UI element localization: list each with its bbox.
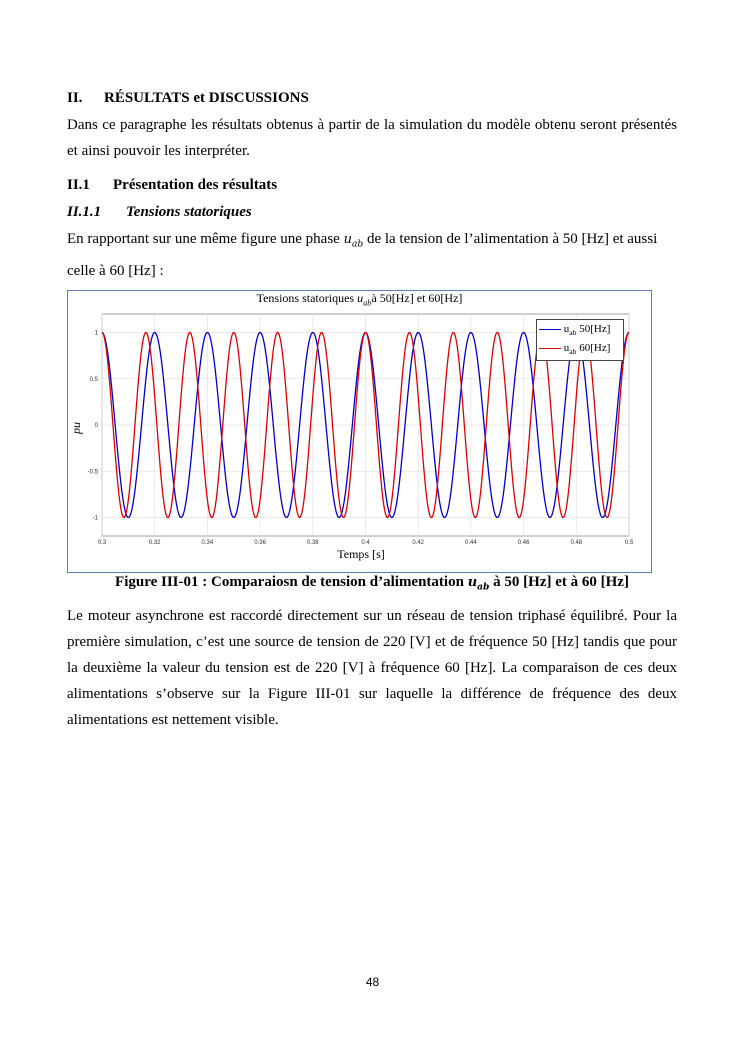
var: u (357, 291, 364, 305)
subscript: ab (351, 239, 364, 250)
x-tick-label: 0.5 (625, 540, 634, 546)
subsubsection-heading: II.1.1 Tensions statoriques (67, 204, 252, 221)
legend-swatch (539, 328, 561, 330)
subscript: ab (569, 328, 577, 338)
legend-swatch (539, 347, 561, 349)
legend-item-50hz: uab 50[Hz] (539, 322, 610, 338)
x-tick-label: 0.4 (361, 540, 370, 546)
subsection-heading: II.1 Présentation des résultats (67, 177, 277, 194)
x-tick-label: 0.38 (307, 540, 319, 546)
section-title: RÉSULTATS et DISCUSSIONS (104, 90, 309, 106)
legend-item-60hz: uab 60[Hz] (539, 341, 610, 357)
x-tick-label: 0.36 (254, 540, 266, 546)
var: u (563, 323, 570, 335)
text: de la tension de l’alimentation à 50 [Hz… (67, 231, 658, 279)
text: Tensions statoriques (256, 291, 358, 305)
math-var: uab (467, 575, 490, 593)
legend-label: 60[Hz] (579, 342, 611, 354)
y-tick-label: -0.5 (88, 469, 99, 475)
x-tick-label: 0.32 (149, 540, 161, 546)
x-tick-label: 0.42 (412, 540, 424, 546)
y-axis-label: pu (69, 422, 83, 434)
subscript: ab (363, 298, 372, 308)
var: u (563, 342, 570, 354)
var: u (343, 232, 352, 247)
y-tick-label: 1 (95, 331, 99, 337)
x-tick-label: 0.34 (202, 540, 214, 546)
figure-frame: 0.3 0.32 0.34 0.36 0.38 0.4 0.42 0.44 0.46 0.48 0.… (67, 290, 652, 573)
x-tick-label: 0.3 (98, 540, 107, 546)
paragraph-1: En rapportant sur une même figure une ph… (67, 226, 667, 284)
subsection-number: II.1 (67, 177, 90, 193)
y-tick-label: -1 (93, 516, 99, 522)
subscript: ab (569, 347, 577, 357)
intro-paragraph: Dans ce paragraphe les résultats obtenus… (67, 117, 677, 159)
var: u (467, 575, 478, 590)
subscript: ab (477, 581, 490, 593)
math-var: uab (357, 291, 372, 308)
text: à 50 [Hz] et à 60 [Hz] (489, 574, 629, 590)
section-heading: II. RÉSULTATS et DISCUSSIONS (67, 90, 309, 107)
section-number: II. (67, 90, 83, 106)
x-tick-label: 0.48 (570, 540, 582, 546)
text: Figure III-01 : Comparaiosn de tension d… (115, 574, 468, 590)
x-tick-label: 0.44 (465, 540, 477, 546)
text: à 50[Hz] et 60[Hz] (371, 291, 463, 305)
subsubsection-title: Tensions statoriques (126, 204, 252, 220)
figure-caption: Figure III-01 : Comparaiosn de tension d… (67, 574, 677, 593)
x-tick-label: 0.46 (518, 540, 530, 546)
chart-title: Tensions statoriques uabà 50[Hz] et 60[H… (68, 291, 651, 308)
x-axis-label: Temps [s] (337, 547, 385, 561)
subsubsection-number: II.1.1 (67, 204, 102, 220)
legend: uab 50[Hz] uab 60[Hz] (536, 319, 624, 361)
math-var: uab (343, 232, 364, 250)
paragraph-2: Le moteur asynchrone est raccordé direct… (67, 608, 677, 728)
page-number: 48 (365, 975, 380, 989)
legend-label: 50[Hz] (579, 323, 611, 335)
y-tick-label: 0.5 (90, 377, 99, 383)
subsection-title: Présentation des résultats (113, 177, 278, 193)
text: En rapportant sur une même figure une ph… (67, 231, 344, 247)
y-tick-label: 0 (95, 423, 99, 429)
